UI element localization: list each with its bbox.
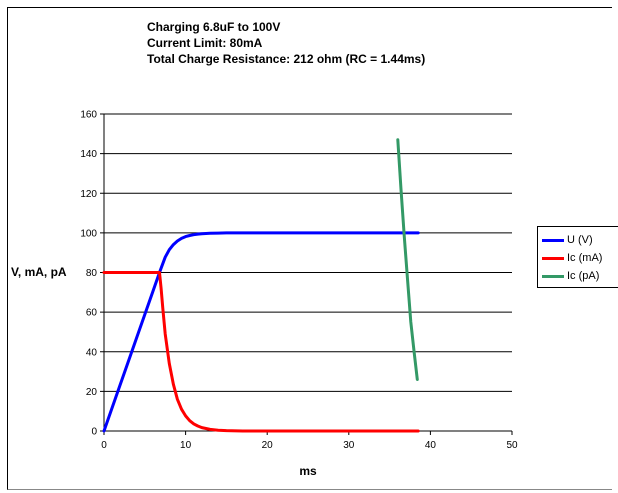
legend-item-ic-pa: Ic (pA) [542,268,599,284]
y-tick-label-4: 80 [86,268,98,279]
y-tick-label-7: 140 [80,149,97,160]
series-line-2 [396,138,419,381]
y-tick-label-5: 100 [80,228,97,239]
legend-label-ic-ma: Ic (mA) [567,252,603,264]
chart-title-line-3: Total Charge Resistance: 212 ohm (RC = 1… [147,52,426,66]
legend-label-u: U (V) [567,234,593,246]
chart-legend: U (V) Ic (mA) Ic (pA) [537,226,618,288]
y-tick-label-0: 0 [91,427,97,438]
y-tick-label-6: 120 [80,189,97,200]
y-tick-label-2: 40 [86,347,98,358]
x-tick-label-5: 50 [506,440,518,451]
series-line-0 [102,231,420,433]
legend-item-ic-ma: Ic (mA) [542,250,602,266]
legend-swatch-ic-pa [542,274,564,278]
legend-item-u: U (V) [542,232,593,248]
legend-label-ic-pa: Ic (pA) [567,270,600,282]
legend-swatch-u [542,238,564,242]
y-axis-title: V, mA, pA [11,265,67,279]
chart-frame [7,7,612,490]
y-tick-label-3: 60 [86,308,98,319]
y-tick-label-8: 160 [80,110,97,121]
chart-title-line-2: Current Limit: 80mA [147,36,263,50]
chart-title-line-1: Charging 6.8uF to 100V [147,20,281,34]
x-tick-label-1: 10 [180,440,192,451]
series-line-1 [102,271,420,433]
y-tick-label-1: 20 [86,387,98,398]
legend-swatch-ic-ma [542,256,564,260]
x-tick-label-2: 20 [262,440,274,451]
x-tick-label-4: 40 [425,440,437,451]
x-tick-label-0: 0 [101,440,107,451]
x-axis-title: ms [299,464,317,478]
x-tick-label-3: 30 [343,440,355,451]
